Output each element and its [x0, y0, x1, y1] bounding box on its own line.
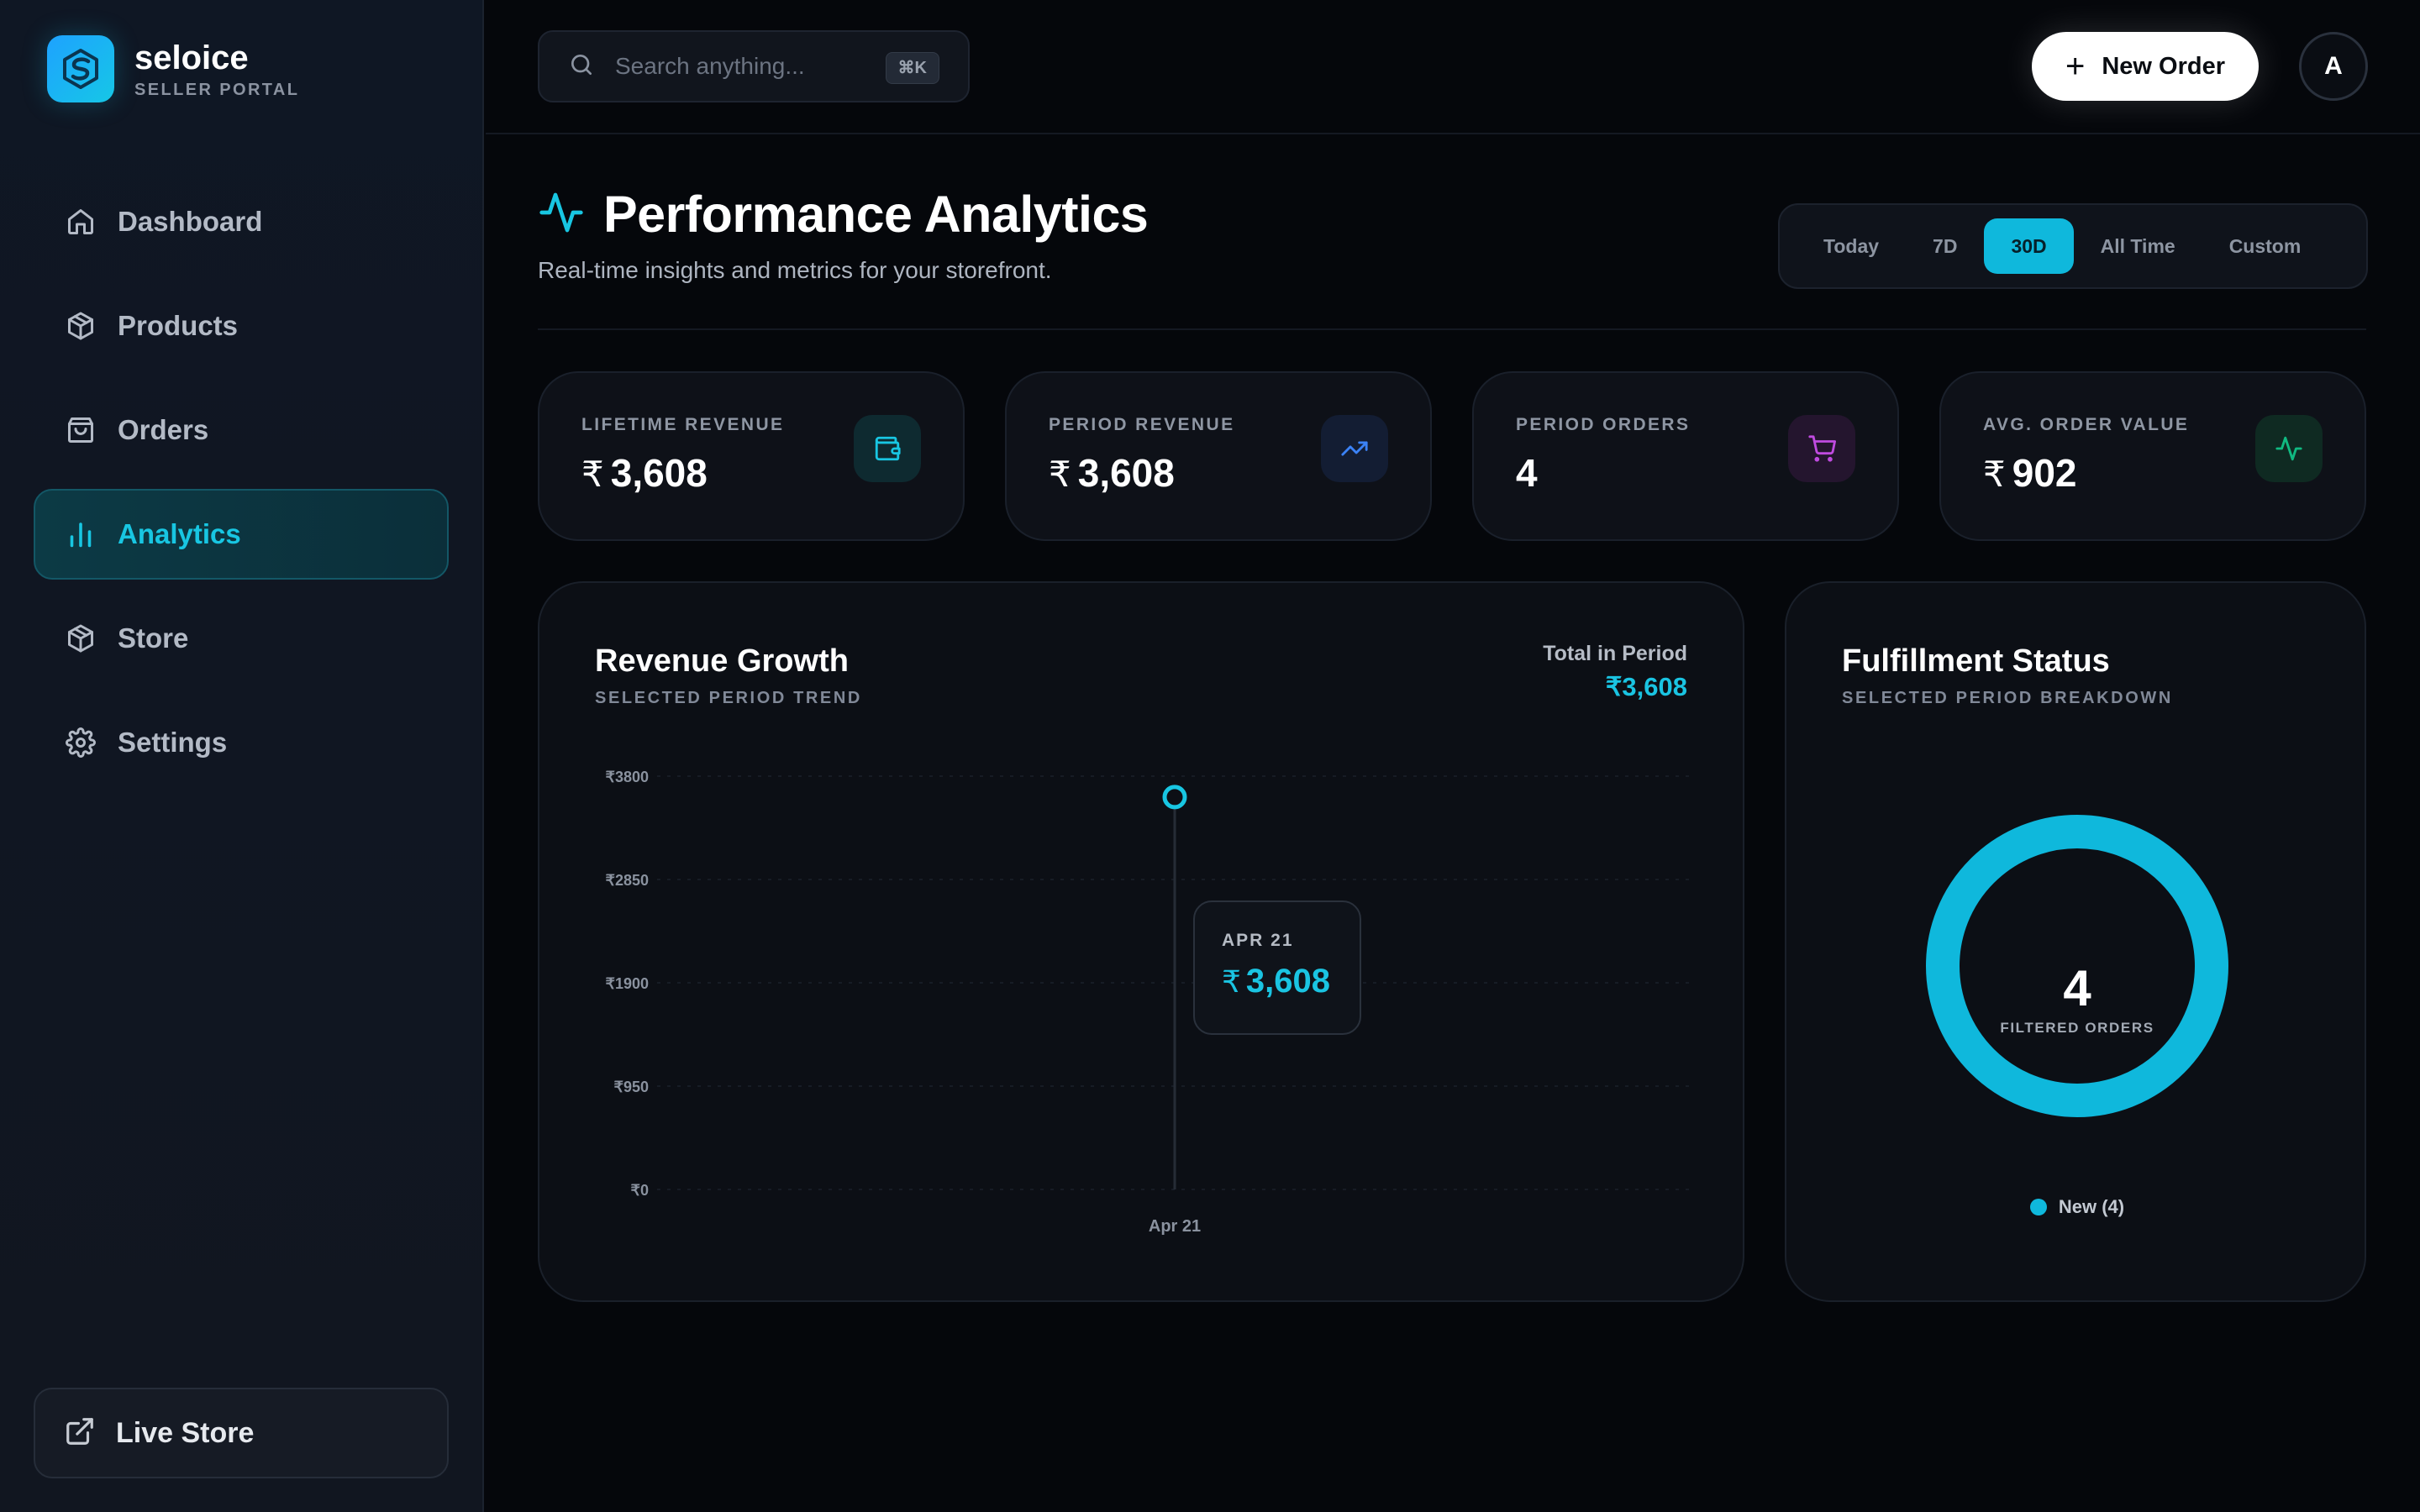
y-tick-label: ₹950 [614, 1079, 649, 1095]
sidebar-item-label: Orders [118, 414, 209, 445]
sidebar-item-orders[interactable]: Orders [34, 385, 449, 475]
tooltip-value: ₹ 3,608 [1222, 963, 1360, 1000]
stat-card-lifetime-revenue: LIFETIME REVENUE ₹ 3,608 [538, 371, 965, 541]
revenue-line-chart[interactable]: ₹3800 ₹2850 ₹1900 ₹950 ₹0 Apr 21 [539, 583, 1746, 1304]
donut-legend: New (4) [1786, 1196, 2368, 1218]
stat-value: ₹ 902 [1983, 450, 2365, 496]
stat-number: 4 [1516, 451, 1538, 495]
sidebar-item-label: Dashboard [118, 206, 263, 237]
activity-icon [538, 189, 585, 240]
bar-chart-icon [64, 517, 97, 551]
sidebar-item-label: Analytics [118, 518, 241, 549]
date-range-selector: Today 7D 30D All Time Custom [1778, 203, 2368, 289]
fulfillment-subtitle: SELECTED PERIOD BREAKDOWN [1842, 689, 2173, 707]
activity-icon [2255, 415, 2323, 482]
external-link-icon [64, 1415, 96, 1452]
range-all-time-button[interactable]: All Time [2100, 234, 2175, 257]
stat-value: ₹ 3,608 [581, 450, 963, 496]
fulfillment-donut-chart[interactable] [1786, 583, 2368, 1304]
currency-symbol: ₹ [1222, 964, 1241, 999]
y-tick-label: ₹3800 [606, 769, 650, 785]
sidebar: seloice SELLER PORTAL Dashboard Products… [0, 0, 484, 1512]
search-shortcut-badge: ⌘K [885, 52, 939, 84]
new-order-label: New Order [2102, 52, 2226, 80]
sidebar-item-dashboard[interactable]: Dashboard [34, 176, 449, 267]
cart-icon [1788, 415, 1855, 482]
y-tick-label: ₹0 [631, 1182, 649, 1199]
data-point [1162, 785, 1187, 810]
search-icon [568, 51, 595, 82]
donut-slice [1926, 815, 2228, 1117]
total-period-value: ₹3,608 [1605, 672, 1687, 701]
sidebar-item-label: Products [118, 310, 239, 341]
topbar: Search anything... ⌘K + New Order A [486, 0, 2420, 134]
legend-item-new[interactable]: New (4) [2058, 1196, 2125, 1217]
range-7d-button[interactable]: 7D [1933, 234, 1958, 257]
sidebar-item-products[interactable]: Products [34, 281, 449, 371]
gear-icon [64, 726, 97, 759]
tooltip-date: APR 21 [1222, 931, 1294, 950]
search-input[interactable]: Search anything... ⌘K [538, 30, 970, 102]
page-title: Performance Analytics [603, 186, 1149, 243]
revenue-growth-card: ₹3800 ₹2850 ₹1900 ₹950 ₹0 Apr 21 Revenue Grow… [538, 581, 1744, 1302]
currency-symbol: ₹ [1983, 454, 2006, 494]
box-icon [64, 622, 97, 655]
total-period-label: Total in Period [1543, 642, 1687, 665]
range-custom-button[interactable]: Custom [2228, 234, 2302, 257]
stat-card-period-revenue: PERIOD REVENUE ₹ 3,608 [1005, 371, 1432, 541]
shopping-bag-icon [64, 413, 97, 447]
brand-name: seloice [134, 39, 249, 76]
home-icon [64, 205, 97, 239]
brand-logo-icon [47, 35, 114, 102]
page-header: Performance Analytics Real-time insights… [538, 185, 1149, 284]
x-tick-label: Apr 21 [1149, 1217, 1201, 1236]
sidebar-nav: Dashboard Products Orders Analytics Stor… [34, 176, 449, 801]
range-30d-button[interactable]: 30D [1984, 218, 2074, 274]
y-tick-label: ₹2850 [606, 872, 650, 889]
legend-dot [2029, 1199, 2047, 1215]
avatar[interactable]: A [2299, 32, 2368, 101]
sidebar-item-analytics[interactable]: Analytics [34, 489, 449, 580]
currency-symbol: ₹ [1049, 454, 1071, 494]
sidebar-item-label: Settings [118, 727, 228, 758]
search-placeholder: Search anything... [615, 53, 805, 79]
fulfillment-title: Fulfillment Status [1842, 643, 2110, 679]
stat-number: 3,608 [610, 451, 708, 495]
page-subtitle: Real-time insights and metrics for your … [538, 257, 1052, 283]
stat-card-avg-order-value: AVG. ORDER VALUE ₹ 902 [1939, 371, 2366, 541]
stat-number: 902 [2012, 451, 2077, 495]
trending-up-icon [1321, 415, 1388, 482]
sidebar-item-settings[interactable]: Settings [34, 697, 449, 788]
range-today-button[interactable]: Today [1823, 234, 1880, 257]
donut-label: FILTERED ORDERS [2000, 1020, 2154, 1036]
live-store-button[interactable]: Live Store [34, 1388, 449, 1478]
stat-label: PERIOD ORDERS [1516, 415, 1691, 434]
stat-label: LIFETIME REVENUE [581, 415, 785, 434]
y-tick-label: ₹1900 [606, 975, 650, 992]
stat-label: AVG. ORDER VALUE [1983, 415, 2190, 434]
stat-value: ₹ 3,608 [1049, 450, 1430, 496]
sidebar-item-label: Store [118, 622, 189, 654]
brand-subtitle: SELLER PORTAL [134, 80, 300, 99]
box-icon [64, 309, 97, 343]
stat-number: 3,608 [1077, 451, 1175, 495]
revenue-title: Revenue Growth [595, 643, 849, 679]
stat-label: PERIOD REVENUE [1049, 415, 1235, 434]
sidebar-item-store[interactable]: Store [34, 593, 449, 684]
live-store-label: Live Store [116, 1416, 255, 1449]
tooltip-number: 3,608 [1245, 963, 1331, 1000]
fulfillment-status-card: Fulfillment Status SELECTED PERIOD BREAK… [1785, 581, 2366, 1302]
plus-icon: + [2065, 48, 2086, 85]
new-order-button[interactable]: + New Order [2032, 32, 2259, 101]
stat-card-period-orders: PERIOD ORDERS 4 [1472, 371, 1899, 541]
stat-value: 4 [1516, 450, 1897, 496]
donut-count: 4 [2063, 960, 2091, 1016]
header-divider [538, 328, 2366, 330]
brand[interactable]: seloice SELLER PORTAL [47, 35, 299, 102]
chart-tooltip: APR 21 ₹ 3,608 [1193, 900, 1361, 1035]
wallet-icon [854, 415, 921, 482]
revenue-subtitle: SELECTED PERIOD TREND [595, 689, 862, 707]
currency-symbol: ₹ [581, 454, 604, 494]
